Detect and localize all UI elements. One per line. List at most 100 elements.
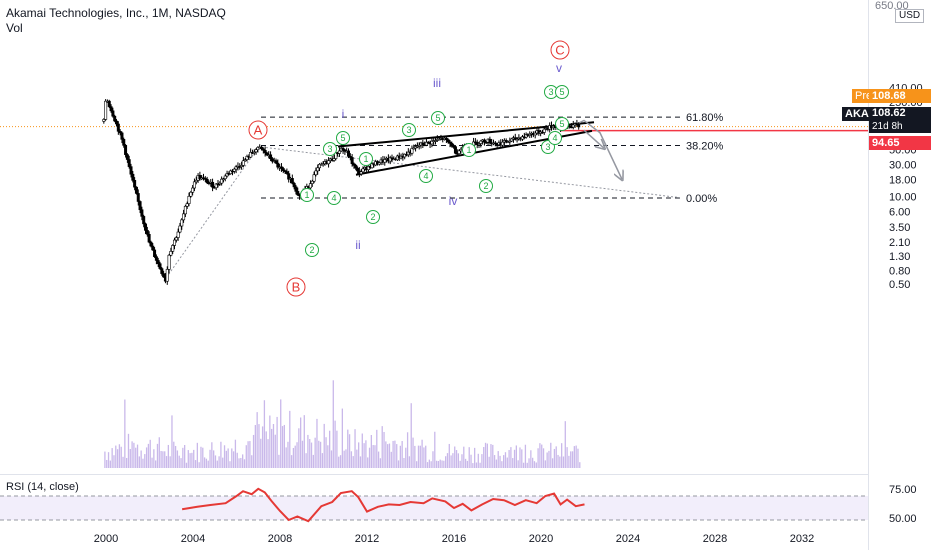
wave-label-intermediate: v xyxy=(556,61,562,75)
candle xyxy=(412,144,416,150)
candle xyxy=(138,200,142,214)
candle xyxy=(457,149,461,156)
price-pane[interactable] xyxy=(0,0,868,474)
svg-text:3: 3 xyxy=(545,142,550,152)
candle xyxy=(122,137,126,148)
candle xyxy=(185,201,189,209)
time-axis-label: 2012 xyxy=(355,533,379,545)
candle xyxy=(169,247,173,257)
candle xyxy=(173,237,177,250)
candle xyxy=(356,166,360,175)
candle xyxy=(223,174,227,182)
drawing-tools[interactable]: 61.80% 38.20% 0.00% xyxy=(0,112,868,282)
time-axis-label: 2020 xyxy=(529,533,553,545)
candle xyxy=(383,156,387,166)
ticker-badge: AKAM xyxy=(842,107,878,121)
candle xyxy=(260,145,264,151)
candle xyxy=(276,159,280,170)
svg-text:1: 1 xyxy=(466,145,471,155)
candle xyxy=(116,121,120,135)
price-scale-tick: 0.80 xyxy=(889,265,910,277)
candle xyxy=(430,138,434,148)
time-axis-label: 2028 xyxy=(703,533,727,545)
countdown-value: 21d 8h xyxy=(872,121,903,132)
price-candles xyxy=(102,99,581,285)
candle xyxy=(352,162,356,169)
candle xyxy=(294,184,298,195)
candle xyxy=(488,136,492,145)
candle xyxy=(410,145,414,156)
candle xyxy=(144,222,148,234)
candle xyxy=(415,142,419,149)
svg-text:4: 4 xyxy=(552,133,557,143)
time-axis-label: 2016 xyxy=(442,533,466,545)
candle xyxy=(424,138,428,147)
candle xyxy=(234,164,238,174)
candle xyxy=(403,153,407,160)
candle xyxy=(341,144,345,154)
candle xyxy=(290,174,294,185)
svg-text:2: 2 xyxy=(483,181,488,191)
candle xyxy=(153,247,157,258)
wave-label: 3 xyxy=(323,142,337,156)
volume-bars xyxy=(104,380,581,468)
candle xyxy=(136,189,140,206)
svg-text:3: 3 xyxy=(406,125,411,135)
symbol-title[interactable]: Akamai Technologies, Inc., 1M, NASDAQ xyxy=(6,6,226,20)
candle xyxy=(131,170,135,183)
wave-label: 1 xyxy=(300,188,314,202)
candle xyxy=(261,147,265,154)
time-axis[interactable]: 2000 2004 2008 2012 2016 2020 2024 2028 2032 xyxy=(94,533,814,545)
rsi-series-line xyxy=(181,487,585,523)
candle xyxy=(256,146,260,153)
candle xyxy=(180,218,184,230)
svg-text:3: 3 xyxy=(548,87,553,97)
candle xyxy=(149,240,153,248)
currency-badge[interactable]: USD xyxy=(895,9,925,23)
price-scale-tick: 6.00 xyxy=(889,206,910,218)
rsi-scale-tick: 75.00 xyxy=(889,484,917,496)
dotted-trendline[interactable] xyxy=(163,149,258,282)
candle xyxy=(171,244,175,255)
wave-label: A xyxy=(248,120,268,140)
time-axis-label: 2024 xyxy=(616,533,640,545)
candle xyxy=(232,167,236,174)
candle xyxy=(296,187,300,196)
candle xyxy=(120,131,124,144)
time-axis-label: 2004 xyxy=(181,533,205,545)
wave-label: 1 xyxy=(462,143,476,157)
projection-arrow[interactable] xyxy=(583,129,604,148)
candle xyxy=(390,154,394,163)
candle xyxy=(111,107,115,118)
rsi-label[interactable]: RSI (14, close) xyxy=(6,481,79,493)
wave-label: 1 xyxy=(359,152,373,166)
candle xyxy=(189,190,193,198)
candle xyxy=(533,130,537,139)
rsi-line xyxy=(181,487,585,523)
candle xyxy=(178,222,182,234)
time-axis-label: 2008 xyxy=(268,533,292,545)
candle xyxy=(211,178,215,192)
svg-text:4: 4 xyxy=(331,193,336,203)
candle xyxy=(218,181,222,186)
candle xyxy=(151,242,155,251)
candle xyxy=(312,171,316,184)
candle xyxy=(156,257,160,267)
candle xyxy=(477,142,481,148)
candle xyxy=(214,183,218,191)
candle xyxy=(124,144,128,158)
candle xyxy=(115,119,119,127)
candle xyxy=(370,161,374,169)
svg-text:A: A xyxy=(254,123,263,138)
price-scale-tick: 30.00 xyxy=(889,159,917,171)
candle xyxy=(133,177,137,191)
candle xyxy=(107,99,111,109)
candle xyxy=(160,267,164,276)
volume-label[interactable]: Vol xyxy=(6,21,23,35)
candle xyxy=(577,122,581,130)
candle xyxy=(354,164,358,171)
candle xyxy=(134,186,138,195)
candle xyxy=(187,192,191,207)
